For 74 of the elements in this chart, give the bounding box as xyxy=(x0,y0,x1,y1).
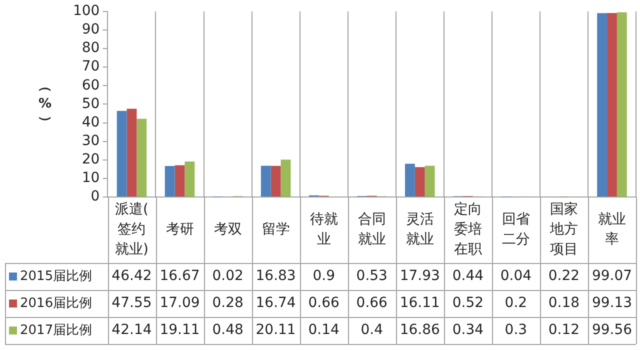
y-tick-label: 80 xyxy=(82,40,100,56)
bar xyxy=(260,166,271,196)
data-label: 99.56 xyxy=(592,322,632,338)
bar xyxy=(126,108,137,196)
data-label: 0.53 xyxy=(356,268,388,284)
data-label: 19.11 xyxy=(160,322,200,338)
bar xyxy=(164,166,175,196)
data-label: 0.3 xyxy=(504,322,528,338)
data-label: 0.34 xyxy=(452,322,484,338)
data-label: 17.93 xyxy=(400,268,440,284)
bar xyxy=(616,12,627,196)
data-label: 0.2 xyxy=(504,295,528,312)
x-tick-label: 待就业 xyxy=(310,212,338,248)
data-label: 0.14 xyxy=(308,322,340,338)
bar xyxy=(607,13,617,196)
data-label: 0.4 xyxy=(360,322,384,338)
data-label: 0.12 xyxy=(548,322,580,338)
bar xyxy=(414,167,425,196)
legend-label: 2016届比例 xyxy=(20,296,92,311)
data-label: 0.18 xyxy=(548,295,580,312)
bar xyxy=(184,162,195,196)
data-label: 0.52 xyxy=(452,295,484,312)
data-label: 16.83 xyxy=(256,268,296,284)
data-label: 0.66 xyxy=(356,295,388,312)
data-label: 42.14 xyxy=(112,322,152,338)
y-tick-label: 20 xyxy=(82,152,100,168)
x-tick-label: 考双 xyxy=(214,222,242,238)
data-label: 0.48 xyxy=(212,322,244,338)
legend-label: 2017届比例 xyxy=(20,322,92,338)
x-tick-label: 派遣(签约就业) xyxy=(115,202,148,258)
y-axis-title: （%） xyxy=(38,80,53,129)
y-tick-label: 0 xyxy=(90,188,100,205)
y-tick-label: 10 xyxy=(82,170,100,186)
data-label: 99.13 xyxy=(592,295,632,312)
data-label: 0.9 xyxy=(312,268,335,284)
data-label: 17.09 xyxy=(160,295,200,312)
y-tick-label: 70 xyxy=(82,58,100,75)
bar xyxy=(597,13,608,196)
data-label: 20.11 xyxy=(256,322,296,338)
data-label: 0.04 xyxy=(500,268,532,284)
y-tick-label: 100 xyxy=(72,3,100,20)
bar xyxy=(405,164,415,196)
y-tick-label: 50 xyxy=(82,96,100,112)
data-label: 99.07 xyxy=(592,268,632,284)
data-label: 0.28 xyxy=(212,295,244,312)
x-tick-label: 考研 xyxy=(166,222,194,238)
data-label: 0.02 xyxy=(212,268,244,284)
data-label: 16.67 xyxy=(160,268,200,284)
data-label: 0.44 xyxy=(452,268,484,284)
data-label: 16.74 xyxy=(256,295,296,312)
bar xyxy=(116,110,127,196)
y-tick-label: 40 xyxy=(82,114,100,130)
bar xyxy=(136,118,147,196)
bar xyxy=(174,165,185,196)
data-label: 46.42 xyxy=(112,268,152,284)
y-tick-label: 90 xyxy=(82,22,100,38)
x-tick-label: 国家地方项目 xyxy=(548,202,578,258)
x-tick-label: 灵活就业 xyxy=(406,212,434,248)
bar xyxy=(424,166,435,196)
data-label: 16.86 xyxy=(400,322,440,338)
bar xyxy=(270,166,281,196)
y-tick-label: 30 xyxy=(82,132,100,149)
x-tick-label: 就业率 xyxy=(598,212,626,248)
x-tick-label: 留学 xyxy=(262,222,290,238)
data-label: 0.66 xyxy=(308,295,340,312)
y-tick-label: 60 xyxy=(82,77,100,94)
data-label: 16.11 xyxy=(400,295,440,312)
x-tick-label: 合同就业 xyxy=(358,212,386,248)
data-label: 0.22 xyxy=(548,268,580,284)
bar xyxy=(280,160,291,196)
x-tick-label: 回省二分 xyxy=(502,212,530,248)
legend-label: 2015届比例 xyxy=(20,268,92,284)
x-tick-label: 定向委培在职 xyxy=(454,202,482,258)
data-label: 47.55 xyxy=(112,295,152,312)
